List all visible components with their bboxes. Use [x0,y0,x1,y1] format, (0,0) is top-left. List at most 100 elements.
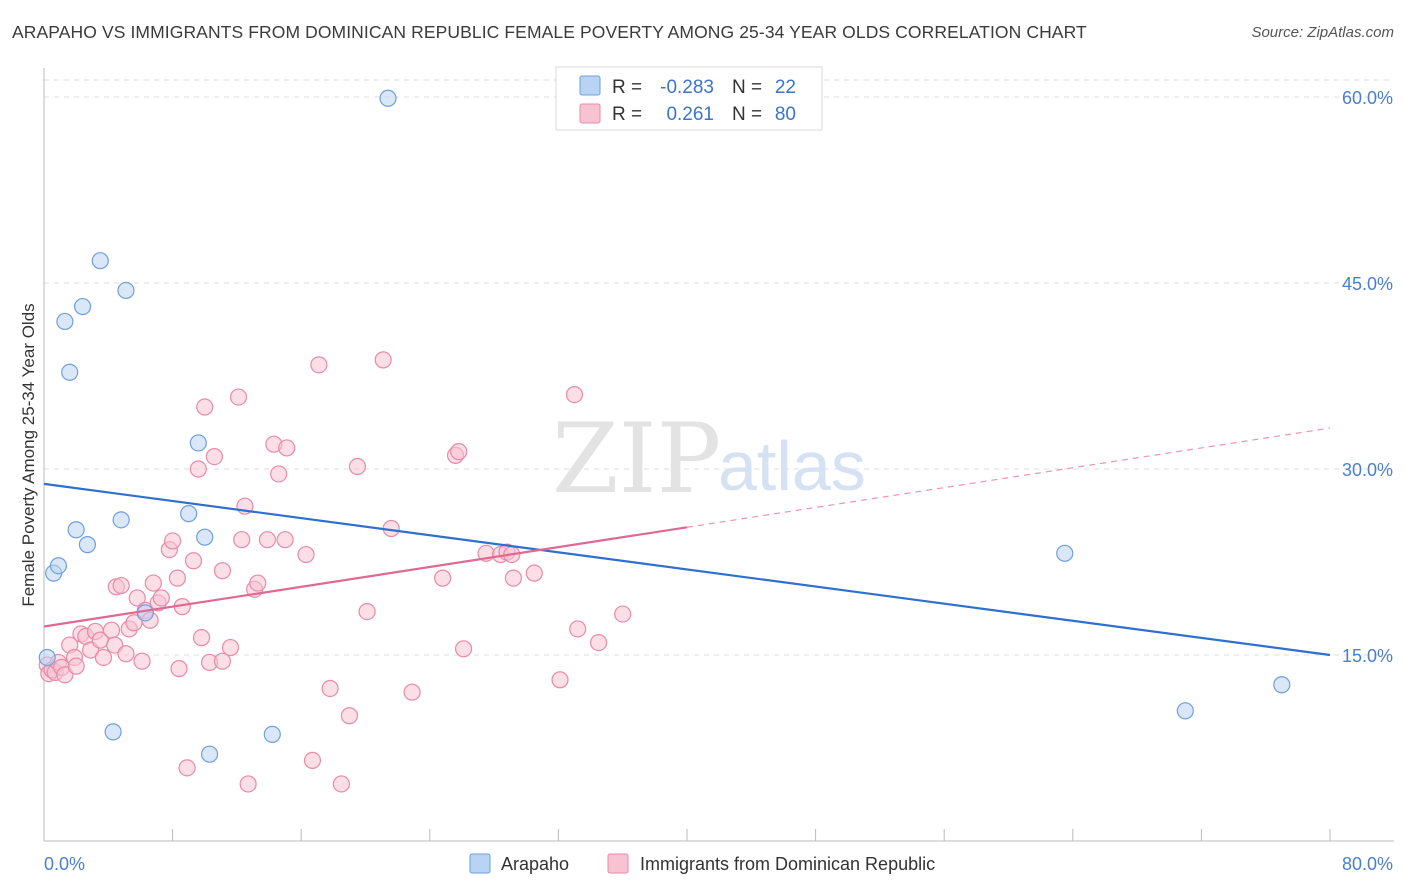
source-credit: Source: ZipAtlas.com [1251,24,1394,41]
arapaho-point [67,521,85,539]
dominican-point [152,589,170,607]
y-tick-labels: 15.0% 30.0% 45.0% 60.0% [1342,88,1393,666]
y-axis-label: Female Poverty Among 25-34 Year Olds [19,303,38,606]
arapaho-point [49,557,68,575]
arapaho-point [180,505,198,523]
legend-r-label: R = [612,77,642,98]
arapaho-trend-line [43,482,1331,657]
dominican-point [332,775,350,793]
dominican-point [403,683,421,701]
dominican-point [348,457,367,476]
arapaho-point [200,745,219,763]
arapaho-point [61,363,79,381]
dominican-point [213,562,232,580]
dominican-point [128,589,146,607]
dominican-point [525,564,543,582]
arapaho-point [379,89,397,107]
dominican-point [94,648,113,667]
dominican-point [233,531,251,549]
series-legend: Arapaho Immigrants from Dominican Republ… [469,853,935,874]
dominican-point [189,460,207,478]
dominican-point [196,398,214,416]
dominican-point [168,569,187,587]
dominican-point [565,386,584,404]
legend-swatch-arapaho [579,75,601,96]
dominican-trend-extension [686,427,1331,528]
y-tick-label: 30.0% [1342,460,1393,480]
arapaho-point [1176,702,1194,720]
arapaho-point [38,648,56,667]
chart-title: ARAPAHO VS IMMIGRANTS FROM DOMINICAN REP… [12,22,1087,42]
bottom-legend-dominican: Immigrants from Dominican Republic [640,854,935,874]
arapaho-point [104,723,122,741]
arapaho-point [56,312,74,331]
dominican-point [340,707,359,725]
dominican-point [164,532,182,550]
dominican-point [454,640,473,658]
y-tick-label: 45.0% [1342,274,1393,294]
dominican-point [297,545,315,564]
watermark-atlas: atlas [718,427,866,505]
dominican-point [551,671,569,689]
dominican-point [106,636,124,654]
legend-swatch-dominican [579,103,601,124]
legend-n-value-dominican: 80 [775,104,796,125]
dominican-point [221,638,240,657]
dominican-point [133,652,151,670]
data-points [38,89,1291,793]
dominican-point [144,574,162,592]
dominican-point [192,629,211,647]
bottom-legend-arapaho: Arapaho [501,854,569,874]
x-tick-label: 0.0% [44,854,85,874]
dominican-point [374,351,392,369]
dominican-point [589,633,608,652]
dominican-point [239,775,257,793]
arapaho-point [196,528,214,546]
arapaho-point [1056,544,1074,562]
watermark-zip: ZIP [552,403,721,515]
dominican-point [276,531,294,549]
y-tick-label: 15.0% [1342,646,1393,666]
dominican-point [117,645,135,663]
dominican-point [249,574,267,592]
dominican-point [614,605,632,623]
legend-r-value-dominican: 0.261 [666,104,714,125]
dominican-trend-line [43,526,688,628]
watermark: ZIP atlas [552,403,866,515]
trend-lines [43,427,1331,657]
arapaho-point [112,511,130,529]
arapaho-point [1273,676,1291,694]
arapaho-point [78,536,97,554]
dominican-point [321,679,339,698]
arapaho-point [263,725,281,743]
grid-lines [44,79,1394,656]
axes [43,68,1394,842]
dominican-point [434,569,452,587]
dominican-point [569,620,587,638]
legend-n-label: N = [732,104,762,125]
dominican-point [67,657,85,675]
dominican-point [310,356,328,374]
bottom-legend-swatch-dominican [607,853,629,874]
dominican-point [278,439,296,457]
dominican-point [56,666,74,684]
y-tick-label: 60.0% [1342,88,1393,108]
dominican-point [102,621,121,639]
legend-r-label: R = [612,104,642,125]
arapaho-point [73,297,92,316]
dominican-point [229,388,248,406]
dominican-point [213,652,232,670]
arapaho-point [189,434,207,452]
dominican-point [170,660,188,678]
correlation-legend: R = -0.283 N = 22 R = 0.261 N = 80 [555,66,823,131]
dominican-point [270,465,288,483]
dominican-point [258,531,277,549]
dominican-point [358,602,376,621]
legend-r-value-arapaho: -0.283 [660,77,714,98]
x-tick-label: 80.0% [1342,854,1393,874]
arapaho-point [136,604,154,622]
dominican-point [303,751,322,770]
x-tick-labels: 0.0% 80.0% [44,854,1393,874]
dominican-point [450,443,468,461]
